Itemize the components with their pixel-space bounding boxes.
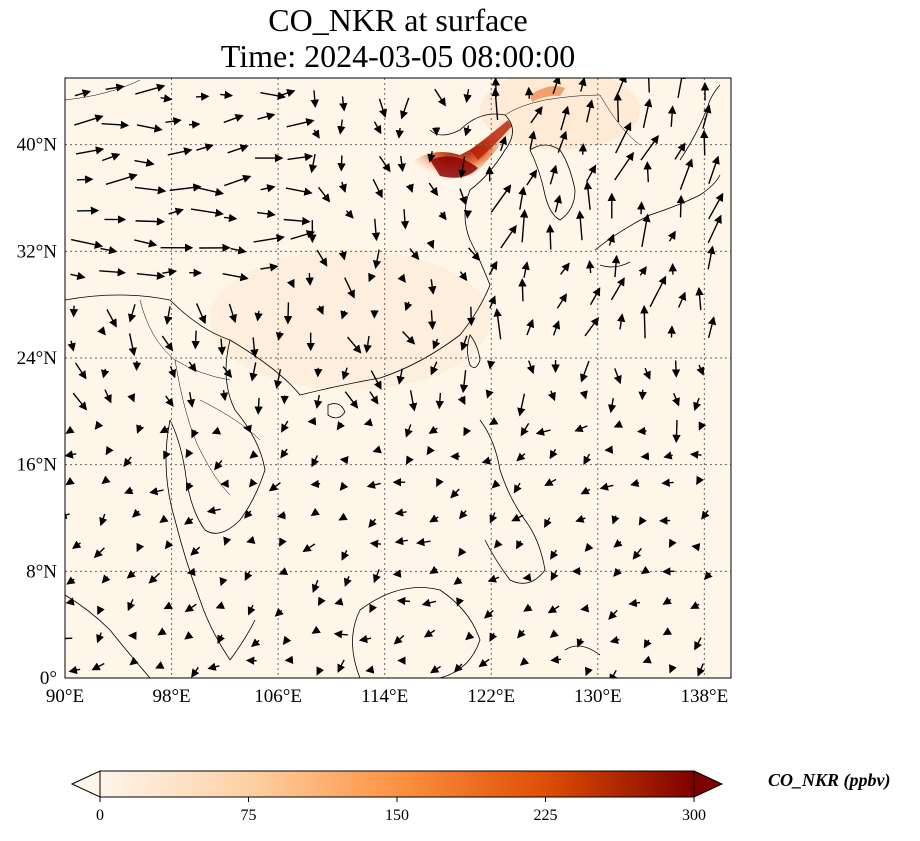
- wind-arrow: [189, 124, 199, 125]
- wind-arrow: [136, 221, 164, 222]
- x-axis-ticks: 90°E 98°E 106°E 114°E 122°E 130°E 138°E: [46, 686, 728, 707]
- colorbar-extend-high: [694, 771, 722, 797]
- wind-arrow: [663, 482, 674, 483]
- wind-arrow: [471, 307, 472, 325]
- wind-arrow: [309, 273, 310, 284]
- colorbar-extend-low: [72, 771, 100, 797]
- wind-arrow: [195, 331, 196, 348]
- colorbar-tick-label: 225: [534, 807, 558, 824]
- wind-arrow: [288, 302, 289, 323]
- wind-arrow: [552, 659, 561, 660]
- wind-arrow: [617, 93, 618, 122]
- colorbar-tick-label: 300: [682, 807, 706, 824]
- wind-arrow: [641, 203, 642, 215]
- wind-arrow: [582, 609, 587, 610]
- wind-arrow: [371, 543, 381, 544]
- wind-arrow: [638, 431, 646, 432]
- wind-arrow: [188, 572, 194, 573]
- wind-arrow: [77, 179, 92, 180]
- x-tick-label: 90°E: [46, 686, 84, 707]
- x-tick-label: 106°E: [254, 686, 302, 707]
- x-tick-label: 114°E: [361, 686, 408, 707]
- colorbar: 0 75 150 225 300: [72, 771, 722, 824]
- wind-arrow: [691, 454, 701, 455]
- wind-arrow: [642, 390, 643, 399]
- wind-arrow: [258, 398, 259, 413]
- wind-arrow: [467, 211, 468, 217]
- y-tick-label: 16°N: [17, 455, 58, 476]
- x-tick-label: 98°E: [152, 686, 190, 707]
- haze-south-china: [210, 250, 490, 390]
- y-tick-label: 40°N: [17, 135, 58, 156]
- x-tick-label: 122°E: [467, 686, 515, 707]
- wind-arrow: [583, 145, 584, 155]
- y-axis-ticks: 0° 8°N 16°N 24°N 32°N 40°N: [17, 135, 58, 689]
- x-tick-label: 130°E: [574, 686, 622, 707]
- colorbar-tick-label: 150: [385, 807, 409, 824]
- wind-arrow: [398, 601, 410, 602]
- wind-arrow: [704, 131, 705, 155]
- wind-arrow: [524, 577, 530, 578]
- wind-arrow: [644, 306, 645, 338]
- wind-arrow: [676, 420, 677, 442]
- colorbar-tick-label: 75: [241, 807, 257, 824]
- y-tick-label: 0°: [40, 668, 57, 689]
- wind-arrow: [394, 574, 401, 575]
- colorbar-gradient: [100, 771, 694, 797]
- wind-arrow: [312, 484, 320, 485]
- wind-arrow: [196, 96, 208, 97]
- x-tick-label: 138°E: [681, 686, 729, 707]
- y-tick-label: 24°N: [17, 348, 58, 369]
- wind-arrow: [676, 360, 677, 376]
- wind-arrow: [244, 428, 249, 429]
- wind-arrow: [341, 156, 342, 171]
- wind-arrow: [522, 280, 523, 302]
- wind-arrow: [529, 88, 530, 98]
- colorbar-tick-label: 0: [96, 807, 104, 824]
- wind-arrow: [663, 571, 674, 572]
- colorbar-label: CO_NKR (ppbv): [768, 770, 891, 791]
- y-tick-label: 32°N: [17, 241, 58, 262]
- colorbar-ticks: 0 75 150 225 300: [96, 797, 706, 824]
- wind-arrow: [681, 196, 682, 217]
- y-tick-label: 8°N: [26, 561, 57, 582]
- wind-arrow: [550, 226, 551, 250]
